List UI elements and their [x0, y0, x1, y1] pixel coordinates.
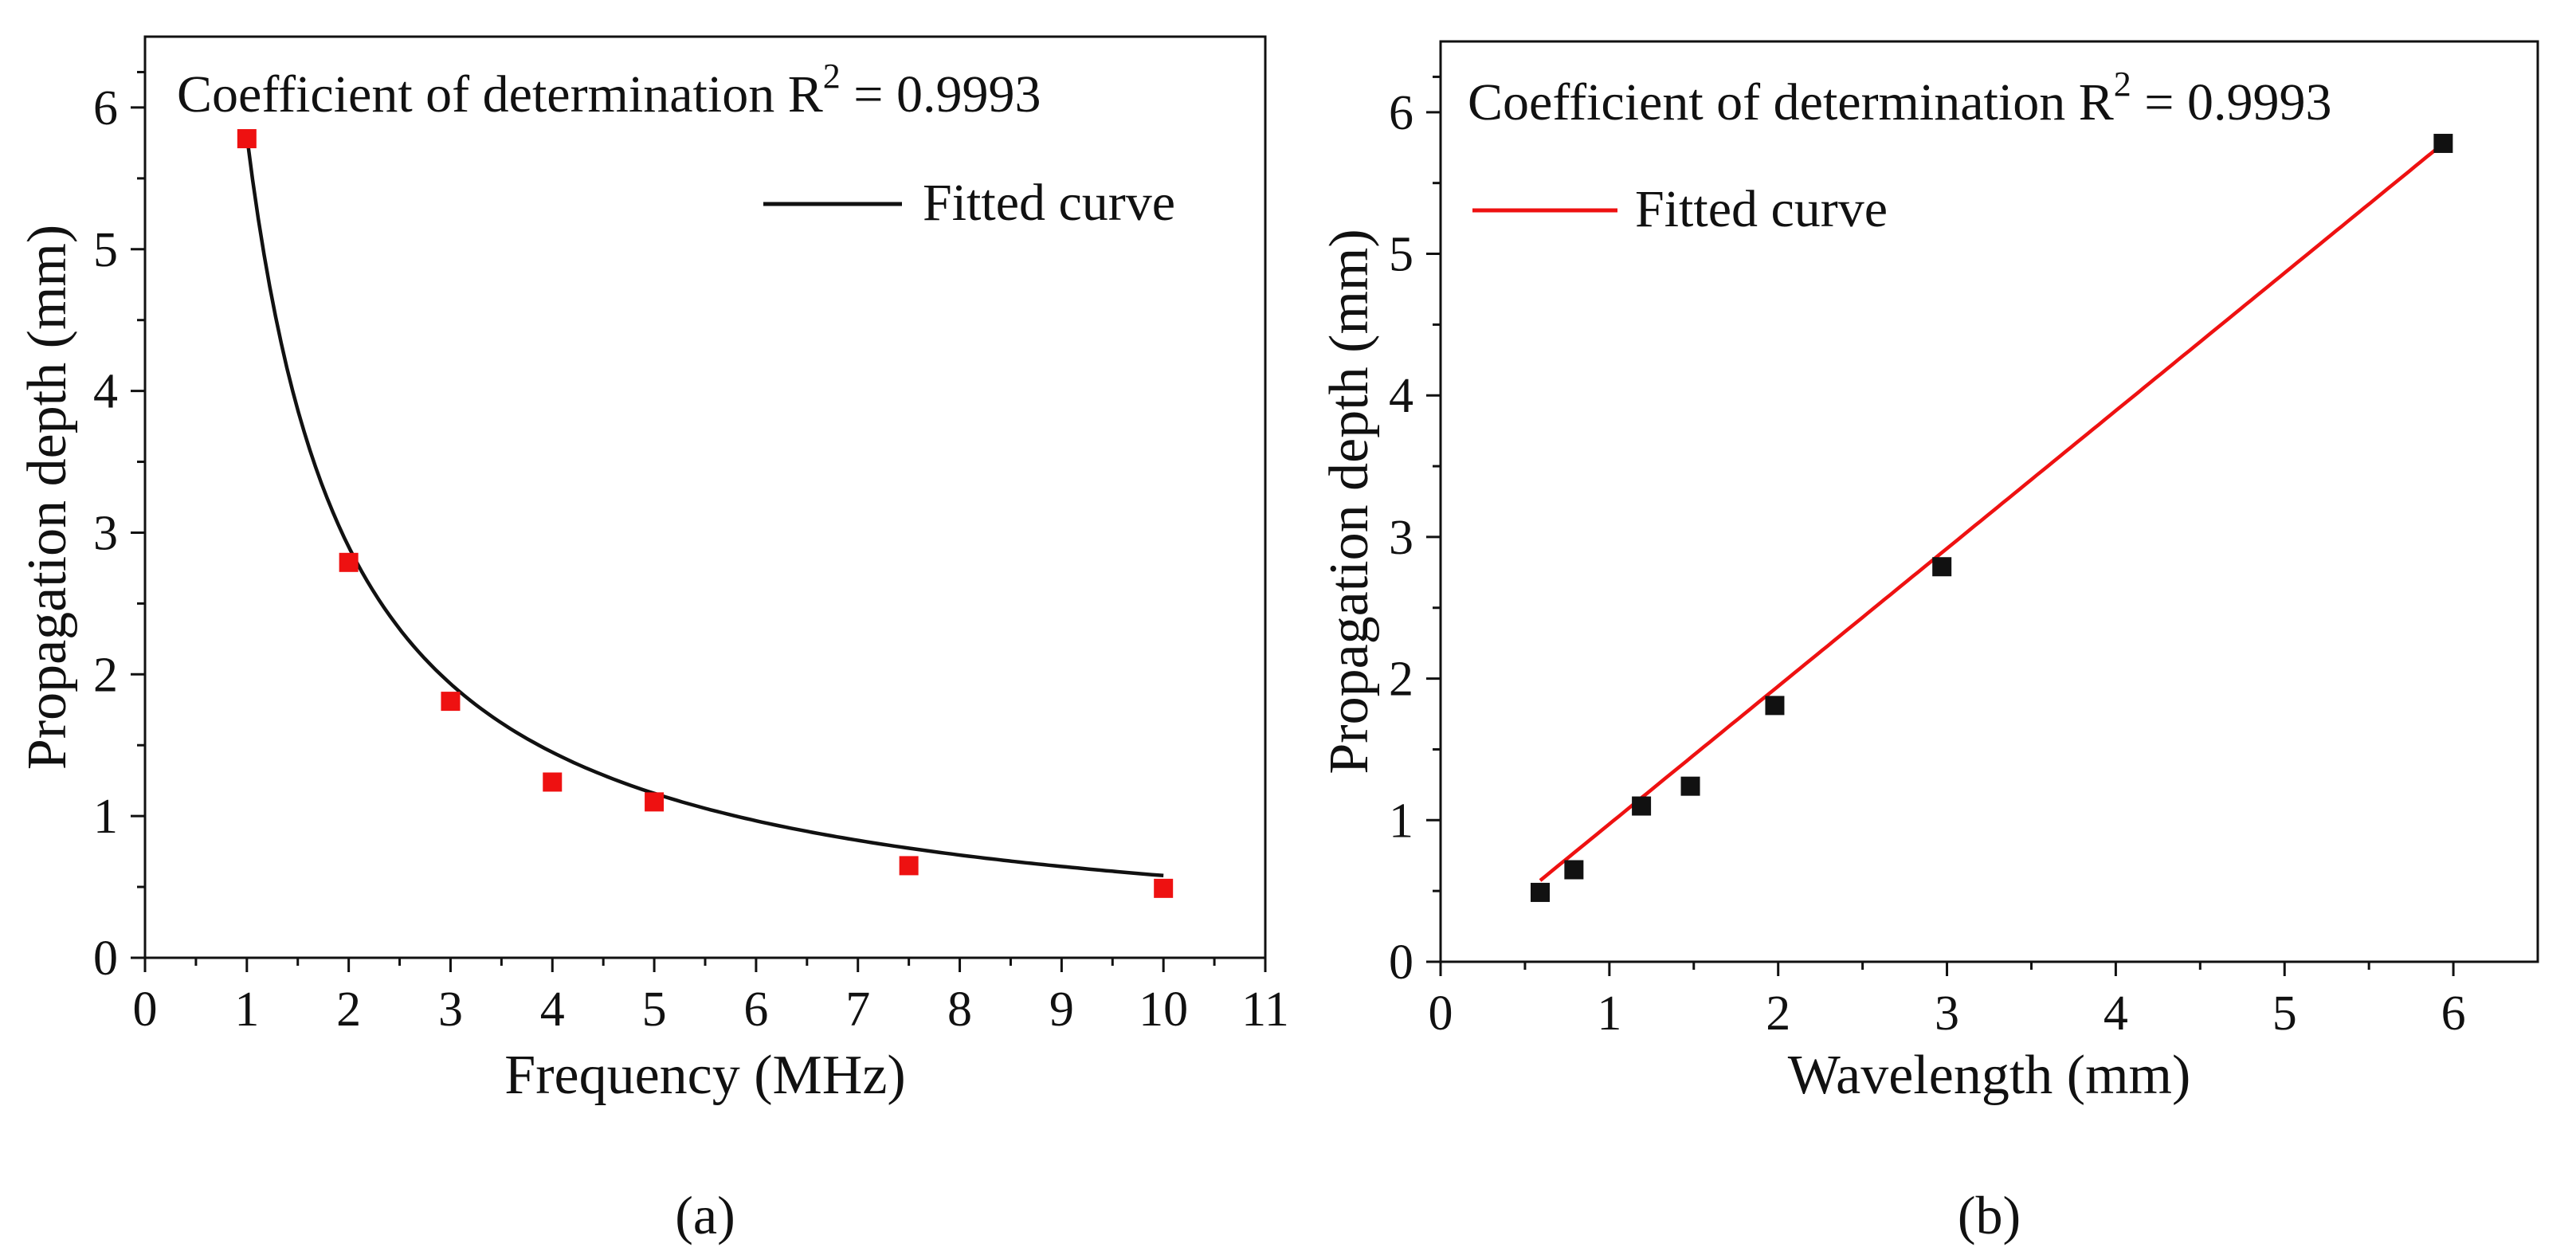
x-tick-label: 3	[1935, 986, 1959, 1041]
r-squared-prefix: Coefficient of determination R	[177, 65, 823, 124]
y-tick-label: 3	[1389, 511, 1413, 565]
y-tick-label: 0	[93, 931, 118, 986]
y-axis-title: Propagation depth (mm)	[1319, 229, 1380, 774]
x-tick-label: 6	[2441, 986, 2466, 1041]
data-point-marker	[1632, 796, 1652, 816]
y-tick-label: 4	[1389, 369, 1413, 423]
y-tick-label: 1	[93, 790, 118, 844]
fitted-curve-line	[245, 135, 1164, 878]
r-squared-superscript: 2	[823, 57, 841, 96]
plot-frame	[1439, 40, 2539, 963]
y-tick-label: 6	[93, 81, 118, 135]
x-tick-label: 7	[845, 982, 870, 1037]
x-tick-label: 8	[947, 982, 972, 1037]
y-tick-label: 5	[1389, 228, 1413, 282]
x-tick-label: 9	[1049, 982, 1074, 1037]
data-point-marker	[441, 692, 461, 712]
r-squared-value: = 0.9993	[841, 65, 1041, 124]
data-point-marker	[339, 552, 359, 572]
chart-panel-a: 0 1 2 3 4 5 6 7 8 9 10 11 0 1 2 3 4 5 6 Frequency (MHz) Prop…	[17, 35, 1289, 1245]
y-tick-label: 3	[93, 506, 118, 560]
data-point-marker	[1765, 696, 1785, 716]
panel-label: (b)	[1958, 1185, 2021, 1245]
y-tick-label: 0	[1389, 935, 1413, 990]
r-squared-annotation: Coefficient of determination R2 = 0.9993	[177, 57, 1041, 124]
r-squared-prefix: Coefficient of determination R	[1468, 73, 2114, 131]
r-squared-superscript: 2	[2114, 65, 2131, 104]
data-point-marker	[543, 772, 563, 792]
chart-panel-b: 0 1 2 3 4 5 6 0 1 2 3 4 5 6 Wavelength (mm) Propagation…	[1319, 40, 2539, 1245]
y-tick-label: 1	[1389, 794, 1413, 848]
x-tick-label: 11	[1241, 982, 1289, 1037]
panel-label: (a)	[675, 1185, 735, 1245]
r-squared-value: = 0.9993	[2131, 73, 2332, 131]
data-point-marker	[1154, 878, 1174, 898]
data-point-marker	[2433, 133, 2453, 153]
data-point-marker	[1932, 557, 1952, 577]
y-tick-label: 6	[1389, 86, 1413, 140]
y-tick-label: 5	[93, 223, 118, 277]
data-point-marker	[645, 792, 665, 812]
y-tick-label: 2	[1389, 653, 1413, 707]
x-tick-label: 2	[1766, 986, 1790, 1041]
data-point-marker	[1680, 776, 1700, 796]
data-point-marker	[237, 129, 257, 149]
data-point-marker	[1530, 882, 1550, 902]
fitted-curve-line	[1539, 142, 2445, 882]
x-tick-label: 6	[743, 982, 768, 1037]
x-tick-label: 3	[438, 982, 463, 1037]
x-tick-label: 1	[1597, 986, 1621, 1041]
legend-label: Fitted curve	[1635, 180, 1888, 238]
y-axis-title: Propagation depth (mm)	[17, 225, 78, 770]
y-tick-label: 2	[93, 648, 118, 702]
x-tick-label: 1	[234, 982, 259, 1037]
x-axis-title: Frequency (MHz)	[504, 1045, 905, 1106]
x-tick-label: 10	[1139, 982, 1188, 1037]
x-tick-label: 0	[1429, 986, 1453, 1041]
r-squared-annotation: Coefficient of determination R2 = 0.9993	[1468, 65, 2331, 131]
data-point-marker	[1564, 860, 1584, 880]
x-axis-title: Wavelength (mm)	[1788, 1045, 2191, 1106]
x-tick-label: 5	[642, 982, 667, 1037]
y-tick-label: 4	[93, 365, 118, 419]
x-tick-label: 5	[2272, 986, 2297, 1041]
x-tick-label: 2	[336, 982, 361, 1037]
x-tick-label: 4	[2104, 986, 2128, 1041]
x-tick-label: 0	[133, 982, 158, 1037]
legend-label: Fitted curve	[923, 174, 1175, 232]
data-point-marker	[899, 856, 919, 876]
x-tick-label: 4	[540, 982, 565, 1037]
